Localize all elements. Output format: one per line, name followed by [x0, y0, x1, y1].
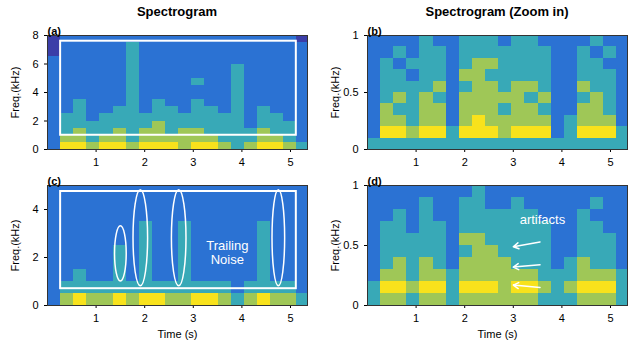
html-text:Spectrogram (Zoom in): Spectrogram (Zoom in) [425, 4, 569, 19]
svg-text:4: 4 [32, 203, 38, 215]
svg-text:2: 2 [462, 312, 468, 324]
svg-text:Freq.(kHz): Freq.(kHz) [329, 67, 341, 119]
svg-text:2: 2 [32, 115, 38, 127]
svg-text:1: 1 [352, 29, 358, 41]
svg-text:6: 6 [32, 58, 38, 70]
svg-text:(c): (c) [48, 175, 62, 187]
svg-text:Freq.(kHz): Freq.(kHz) [329, 220, 341, 272]
svg-text:5: 5 [607, 312, 613, 324]
svg-text:4: 4 [239, 156, 245, 168]
svg-text:8: 8 [32, 29, 38, 41]
svg-text:0: 0 [352, 299, 358, 311]
svg-text:(d): (d) [368, 175, 382, 187]
svg-text:1: 1 [413, 312, 419, 324]
svg-text:0.5: 0.5 [343, 239, 358, 251]
svg-text:3: 3 [510, 312, 516, 324]
svg-text:4: 4 [32, 86, 38, 98]
svg-text:0: 0 [352, 143, 358, 155]
svg-text:Freq.(kHz): Freq.(kHz) [9, 67, 21, 119]
svg-text:2: 2 [142, 156, 148, 168]
svg-text:0.5: 0.5 [343, 86, 358, 98]
svg-text:2: 2 [462, 156, 468, 168]
svg-text:5: 5 [607, 156, 613, 168]
svg-text:5: 5 [287, 312, 293, 324]
svg-text:2: 2 [142, 312, 148, 324]
svg-text:(a): (a) [48, 25, 62, 37]
html-text:Spectrogram: Spectrogram [136, 4, 218, 19]
svg-text:3: 3 [510, 156, 516, 168]
svg-text:4: 4 [559, 156, 565, 168]
svg-text:Time (s): Time (s) [478, 328, 518, 340]
svg-text:1: 1 [93, 312, 99, 324]
svg-text:3: 3 [190, 156, 196, 168]
svg-text:4: 4 [559, 312, 565, 324]
svg-text:0: 0 [32, 143, 38, 155]
svg-text:1: 1 [93, 156, 99, 168]
svg-text:TrailingNoise: TrailingNoise [206, 238, 248, 267]
svg-text:1: 1 [413, 156, 419, 168]
svg-text:0: 0 [32, 299, 38, 311]
svg-text:3: 3 [190, 312, 196, 324]
svg-text:Time (s): Time (s) [158, 328, 198, 340]
svg-text:1: 1 [352, 179, 358, 191]
svg-text:5: 5 [287, 156, 293, 168]
svg-text:(b): (b) [368, 25, 382, 37]
svg-text:2: 2 [32, 251, 38, 263]
svg-text:Freq.(kHz): Freq.(kHz) [9, 220, 21, 272]
svg-text:artifacts: artifacts [520, 212, 566, 227]
svg-text:4: 4 [239, 312, 245, 324]
